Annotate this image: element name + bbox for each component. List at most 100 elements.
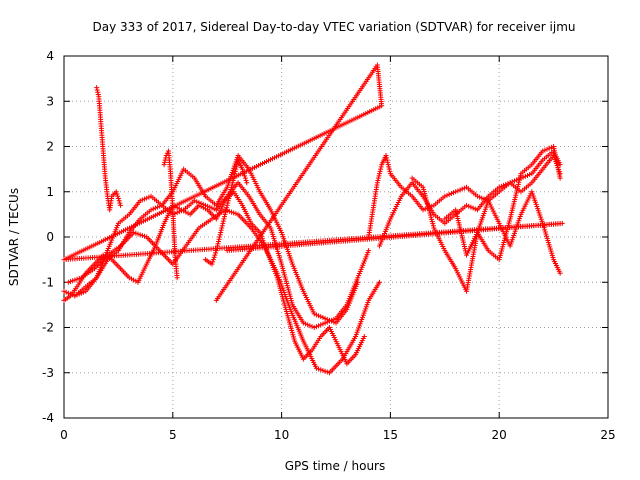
data-point <box>385 159 391 165</box>
data-point <box>72 277 78 283</box>
data-point <box>76 275 82 281</box>
data-point <box>320 315 326 321</box>
data-point <box>223 207 229 213</box>
data-point <box>385 162 391 168</box>
y-tick-label: -1 <box>42 275 54 289</box>
y-tick-label: -2 <box>42 321 54 335</box>
data-point <box>446 191 452 197</box>
data-point <box>139 197 145 203</box>
data-point <box>161 162 167 168</box>
data-point <box>361 334 367 340</box>
data-point <box>520 174 526 180</box>
data-point <box>225 198 231 204</box>
data-points <box>61 62 565 376</box>
data-point <box>194 199 200 205</box>
data-point <box>546 145 552 151</box>
data-point <box>472 206 478 212</box>
data-point <box>74 276 80 282</box>
data-point <box>70 278 76 284</box>
chart-title: Day 333 of 2017, Sidereal Day-to-day VTE… <box>92 20 575 34</box>
data-point <box>522 173 528 179</box>
data-point <box>542 147 548 153</box>
data-point <box>211 206 217 212</box>
series-track-i <box>377 153 563 249</box>
data-point <box>225 200 231 206</box>
data-point <box>126 275 132 281</box>
data-point <box>133 230 139 236</box>
data-point <box>540 148 546 154</box>
data-point <box>234 162 240 168</box>
data-point <box>300 320 306 326</box>
data-point <box>243 177 249 183</box>
data-point <box>316 366 322 372</box>
data-point <box>307 323 313 329</box>
series-outliers <box>61 62 565 303</box>
data-point <box>355 279 361 285</box>
data-point <box>133 278 139 284</box>
data-point <box>228 186 234 192</box>
y-axis-label: SDTVAR / TECUs <box>7 188 21 286</box>
data-point <box>114 191 120 197</box>
data-point <box>527 172 533 178</box>
data-point <box>303 321 309 327</box>
data-point <box>222 211 228 217</box>
data-point <box>116 198 122 204</box>
data-point <box>233 164 239 170</box>
data-point <box>496 184 502 190</box>
data-point <box>198 203 204 209</box>
data-point <box>318 322 324 328</box>
series-track-e <box>94 85 124 213</box>
data-point <box>81 289 87 295</box>
data-point <box>374 180 380 186</box>
data-point <box>233 166 239 172</box>
data-point <box>76 291 82 297</box>
data-point <box>305 322 311 328</box>
data-point <box>324 369 330 375</box>
data-point <box>219 225 225 231</box>
data-point <box>524 172 530 178</box>
data-point <box>377 171 383 177</box>
data-point <box>470 205 476 211</box>
data-point <box>95 89 101 95</box>
data-point <box>451 190 457 196</box>
data-point <box>331 319 337 325</box>
data-point <box>548 144 554 150</box>
x-tick-label: 5 <box>169 428 177 442</box>
data-point <box>210 257 216 263</box>
data-point <box>453 189 459 195</box>
data-point <box>459 186 465 192</box>
data-point <box>377 168 383 174</box>
data-point <box>137 232 143 238</box>
data-point <box>65 279 71 285</box>
data-point <box>220 220 226 226</box>
data-point <box>383 153 389 159</box>
data-point <box>63 289 69 295</box>
data-point <box>544 146 550 152</box>
data-point <box>218 229 224 235</box>
data-point <box>378 166 384 172</box>
series-track-d <box>72 153 361 326</box>
data-point <box>137 198 143 204</box>
data-point <box>420 207 426 213</box>
data-point <box>311 325 317 330</box>
data-point <box>322 368 328 374</box>
data-point <box>95 91 101 97</box>
x-tick-label: 15 <box>383 428 398 442</box>
data-point <box>212 252 218 258</box>
data-point <box>223 209 229 215</box>
data-point <box>227 191 233 197</box>
data-point <box>68 278 74 284</box>
series-track-f <box>161 148 180 281</box>
data-point <box>220 218 226 224</box>
data-point <box>378 164 384 170</box>
data-point <box>320 321 326 327</box>
data-point <box>192 198 198 204</box>
x-tick-label: 20 <box>492 428 507 442</box>
data-point <box>322 320 328 326</box>
data-point <box>209 205 215 211</box>
data-point <box>313 312 319 318</box>
x-tick-label: 25 <box>600 428 615 442</box>
data-point <box>244 180 250 186</box>
data-point <box>377 279 383 285</box>
